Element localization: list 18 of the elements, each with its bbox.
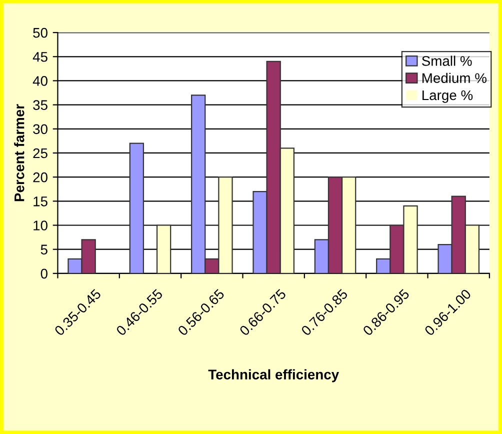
legend-label: Medium % [422,72,486,84]
y-tick-label: 50 [33,28,48,38]
bar [129,142,144,274]
y-tick-label: 40 [32,76,48,86]
y-tick-label: 20 [33,172,48,182]
y-tick-label: 10 [34,220,48,230]
legend-label: Large % [422,90,473,103]
y-tick-label: 30 [33,124,48,134]
y-tick-label: 45 [32,52,48,62]
y-tick-label: 35 [33,100,48,110]
y-tick-label: 5 [40,244,48,254]
y-axis-title: Percent farmer [14,104,24,202]
y-tick-label: 25 [33,148,48,158]
x-axis-title: Technical efficiency [208,369,340,382]
legend-label: Small % [422,56,472,66]
y-tick-label: 15 [34,196,48,206]
y-tick-label: 0 [40,268,48,279]
bar [156,224,172,274]
